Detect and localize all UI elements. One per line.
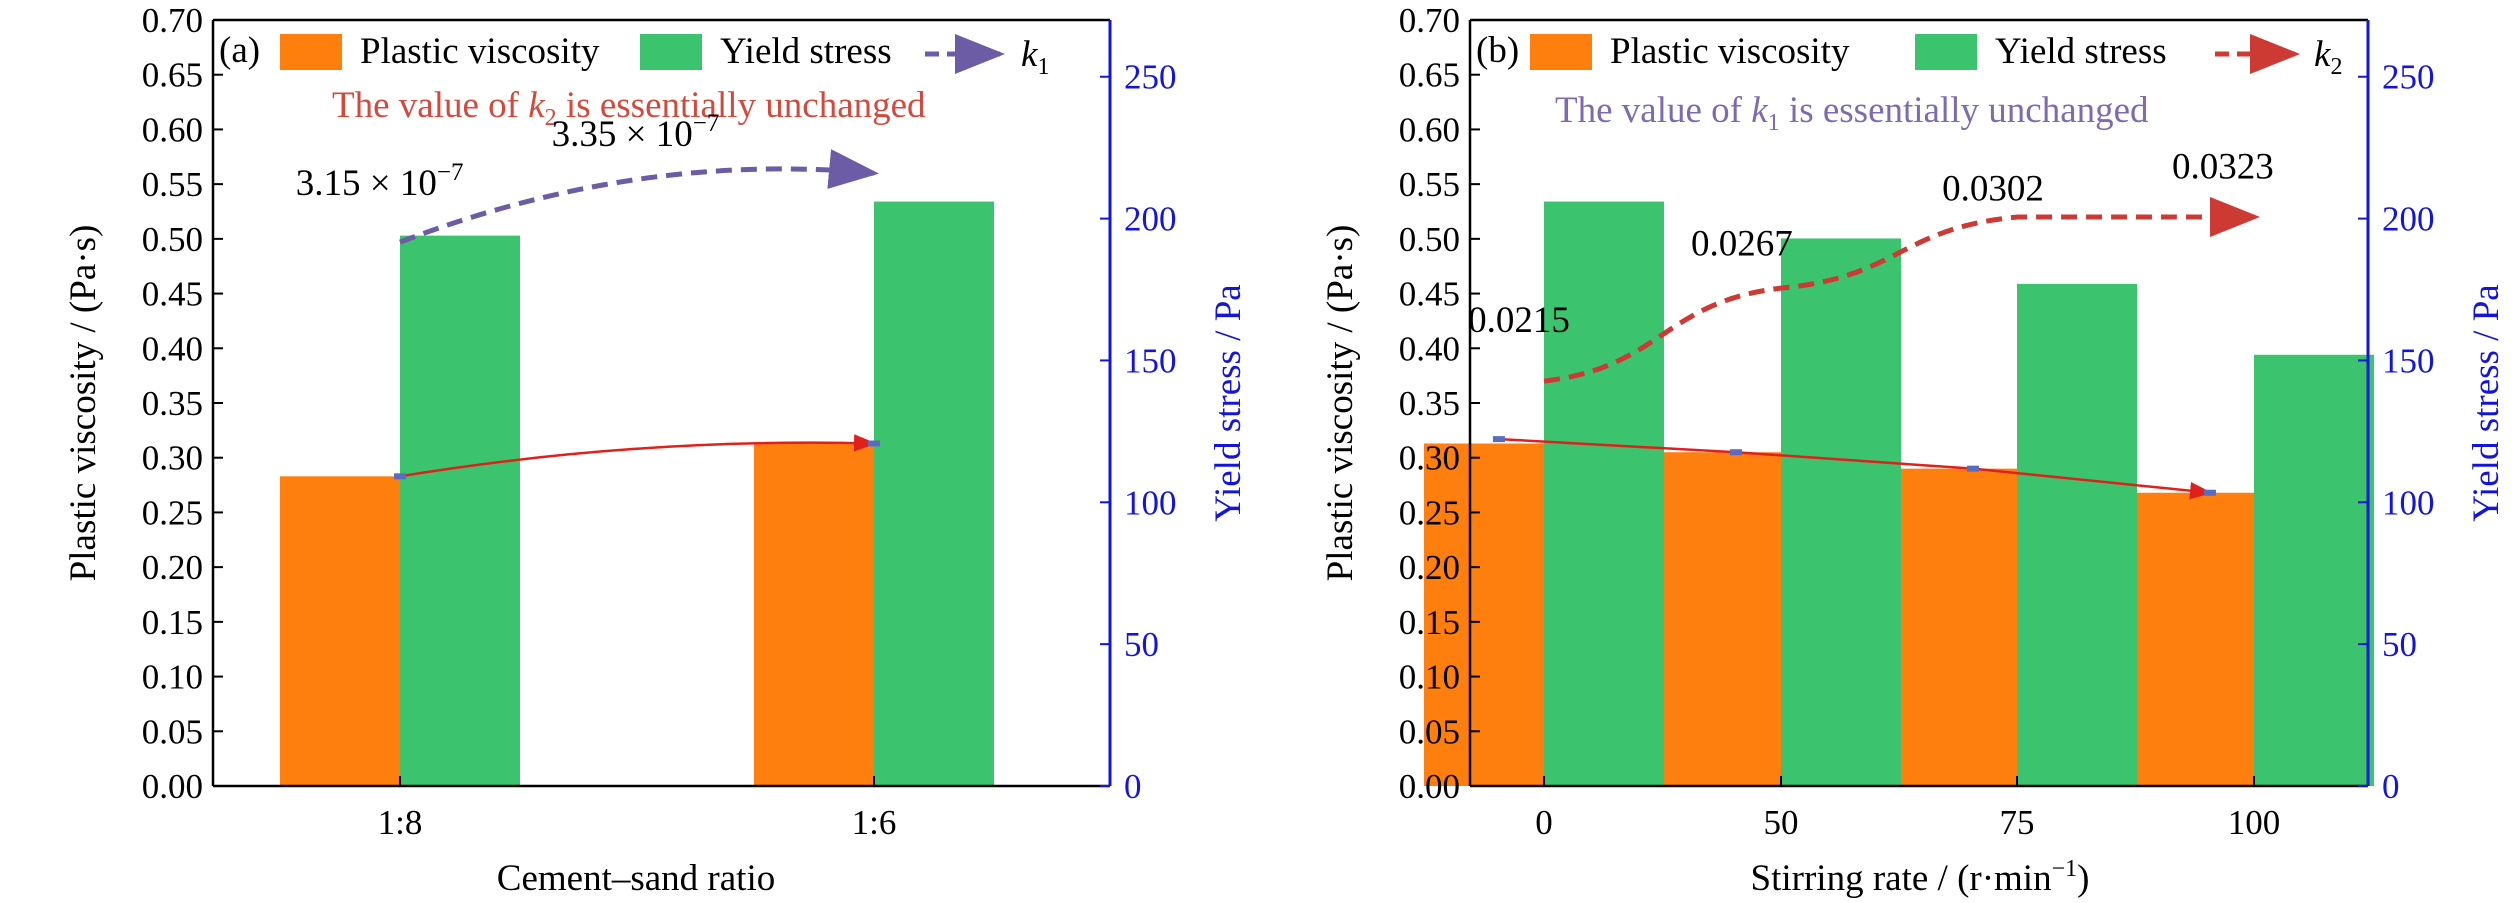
annotation-label-1: 3.35 × 10−7 — [552, 110, 720, 155]
annotation-label-0: 3.15 × 10−7 — [296, 159, 464, 204]
right-tick-label: 50 — [1124, 625, 1159, 664]
left-tick-label: 0.25 — [142, 493, 203, 532]
chart-panel-b: 0.00 0.05 0.10 0.15 0.20 0.25 0.30 0.35 0.40 0.45… — [1320, 1, 2507, 899]
data-point-marker-1 — [1729, 449, 1742, 456]
y-axis-title-left: Plastic viscosity / (Pa·s) — [63, 225, 104, 582]
right-tick-label: 150 — [1124, 341, 1177, 380]
right-tick-label: 50 — [2382, 625, 2417, 664]
legend-swatch-0 — [1530, 34, 1592, 70]
right-tick-label: 150 — [2382, 341, 2435, 380]
y-axis-title-right: Yield stress / Pa — [2466, 284, 2507, 521]
note-text: The value of k1 is essentially unchanged — [1555, 90, 2149, 136]
left-tick-label: 0.40 — [142, 329, 203, 368]
left-tick-label: 0.45 — [142, 275, 203, 314]
plastic-viscosity-bar-0 — [1424, 443, 1544, 786]
chart-panel-a: 0.00 0.05 0.10 0.15 0.20 0.25 0.30 0.35 0.40 0.45… — [63, 1, 1249, 899]
trend-arrow-solid — [1498, 437, 2213, 500]
annotation-label-1: 0.0267 — [1691, 223, 1793, 264]
right-tick-label: 250 — [2382, 58, 2435, 97]
legend-label-1: Yield stress — [720, 31, 892, 72]
plastic-viscosity-bar-0 — [280, 476, 400, 786]
y-axis-title-left: Plastic viscosity / (Pa·s) — [1320, 225, 1361, 582]
legend-swatch-1 — [1915, 34, 1977, 70]
plastic-viscosity-bar-2 — [1897, 468, 2017, 786]
data-point-marker-0 — [394, 473, 406, 480]
right-tick-label: 100 — [1124, 483, 1177, 522]
left-tick-label: 0.60 — [1399, 110, 1460, 149]
left-tick-label: 0.50 — [142, 220, 203, 259]
yield-stress-bar-1 — [874, 201, 994, 786]
left-tick-label: 0.55 — [1399, 165, 1460, 204]
legend-label-1: Yield stress — [1995, 31, 2167, 72]
plastic-viscosity-bar-1 — [1661, 452, 1781, 786]
yield-stress-bar-0 — [1544, 201, 1664, 786]
right-tick-label: 250 — [1124, 58, 1177, 97]
left-tick-label: 0.05 — [142, 712, 203, 751]
annotation-label-0: 0.0215 — [1468, 300, 1570, 341]
annotation-label-3: 0.0323 — [2172, 147, 2274, 188]
x-tick-label: 100 — [2228, 803, 2281, 842]
left-tick-label: 0.70 — [142, 1, 203, 40]
data-point-marker-2 — [1966, 465, 1979, 472]
panel-label: (a) — [219, 30, 260, 71]
right-tick-label: 0 — [1124, 767, 1142, 806]
left-tick-label: 0.15 — [142, 603, 203, 642]
x-tick-label: 50 — [1764, 803, 1799, 842]
x-axis-title: Cement–sand ratio — [497, 858, 775, 899]
x-tick-label: 1:8 — [378, 803, 423, 842]
yield-stress-bar-1 — [1781, 238, 1901, 787]
yield-stress-bar-0 — [400, 235, 520, 787]
left-tick-label: 0.20 — [142, 548, 203, 587]
legend-swatch-0 — [280, 34, 342, 70]
left-tick-label: 0.10 — [1399, 658, 1460, 697]
data-point-marker-1 — [868, 440, 880, 447]
left-tick-label: 0.00 — [1399, 767, 1460, 806]
left-tick-label: 0.35 — [1399, 384, 1460, 423]
legend-arrow-label: k2 — [2314, 34, 2342, 80]
left-tick-label: 0.30 — [1399, 439, 1460, 478]
left-tick-label: 0.00 — [142, 767, 203, 806]
panel-label: (b) — [1476, 30, 1519, 71]
left-tick-label: 0.45 — [1399, 275, 1460, 314]
plastic-viscosity-bar-3 — [2134, 492, 2254, 786]
left-tick-label: 0.30 — [142, 439, 203, 478]
left-tick-label: 0.60 — [142, 110, 203, 149]
right-tick-label: 0 — [2382, 767, 2400, 806]
data-point-marker-0 — [1492, 436, 1505, 443]
left-tick-label: 0.10 — [142, 658, 203, 697]
right-tick-label: 100 — [2382, 483, 2435, 522]
plastic-viscosity-bar-1 — [754, 443, 874, 786]
x-axis-title: Stirring rate / (r·min−1) — [1751, 856, 2090, 899]
y-axis-title-right: Yield stress / Pa — [1208, 284, 1249, 521]
x-tick-label: 0 — [1535, 803, 1553, 842]
legend-label-0: Plastic viscosity — [1610, 31, 1850, 72]
left-tick-label: 0.55 — [142, 165, 203, 204]
right-tick-label: 200 — [1124, 200, 1177, 239]
left-tick-label: 0.50 — [1399, 220, 1460, 259]
left-tick-label: 0.40 — [1399, 329, 1460, 368]
trend-arrow-dashed — [399, 149, 879, 245]
annotation-label-2: 0.0302 — [1942, 169, 2044, 210]
legend-swatch-1 — [640, 34, 702, 70]
legend-label-0: Plastic viscosity — [360, 31, 600, 72]
data-point-marker-3 — [2203, 489, 2216, 496]
trend-arrow-solid — [399, 434, 877, 478]
left-tick-label: 0.35 — [142, 384, 203, 423]
legend-arrow-label: k1 — [1021, 34, 1049, 80]
note-text: The value of k2 is essentially unchanged — [332, 85, 926, 131]
left-tick-label: 0.15 — [1399, 603, 1460, 642]
yield-stress-bar-3 — [2254, 354, 2374, 786]
left-tick-label: 0.65 — [142, 56, 203, 95]
left-tick-label: 0.65 — [1399, 56, 1460, 95]
left-tick-label: 0.70 — [1399, 1, 1460, 40]
yield-stress-bar-2 — [2017, 283, 2137, 786]
x-tick-label: 75 — [2000, 803, 2035, 842]
left-tick-label: 0.20 — [1399, 548, 1460, 587]
right-tick-label: 200 — [2382, 200, 2435, 239]
x-tick-label: 1:6 — [852, 803, 897, 842]
left-tick-label: 0.05 — [1399, 712, 1460, 751]
left-tick-label: 0.25 — [1399, 493, 1460, 532]
